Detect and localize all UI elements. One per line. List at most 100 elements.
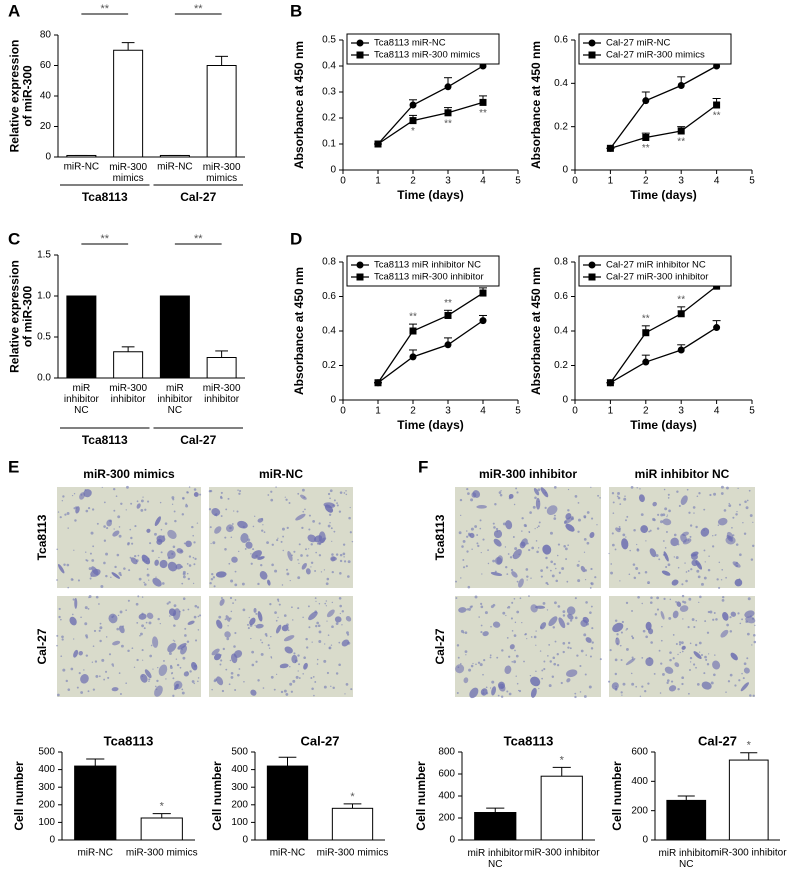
speck [238,550,240,553]
speck [289,665,291,668]
speck [466,608,469,611]
speck [567,488,570,491]
y-axis-label: Cell number [610,761,624,831]
cell [308,611,318,621]
speck [618,525,621,528]
column-label: miR inhibitor NC [635,467,730,481]
speck [289,682,293,686]
speck [304,508,306,511]
speck [507,553,510,555]
cell [300,494,307,500]
cell [138,613,147,620]
text-line: mimics [206,173,237,184]
speck [260,652,264,656]
cell [193,492,199,497]
speck [192,534,194,537]
cell [611,682,619,690]
speck [562,641,566,645]
speck [672,657,675,660]
speck [745,506,749,510]
cell [136,503,141,509]
speck [84,606,88,610]
cell [546,505,558,515]
speck [103,539,107,542]
y-tick-label: 40 [40,91,52,102]
speck [647,582,649,585]
speck [640,513,644,516]
speck [521,622,523,624]
y-tick-label: 0 [330,165,336,176]
speck [655,554,659,557]
speck [251,650,255,654]
speck [689,524,693,527]
speck [248,616,250,619]
speck [511,601,514,604]
speck [713,673,716,677]
speck [619,503,622,505]
speck [252,525,255,528]
speck [140,632,143,636]
speck [720,579,723,581]
speck [305,637,308,641]
legend-marker [588,261,596,269]
speck [308,626,311,629]
significance-label: ** [677,294,685,305]
speck [244,548,247,550]
speck [460,514,462,517]
speck [254,515,256,517]
speck [103,561,106,565]
speck [632,563,636,566]
speck [323,659,327,663]
speck [345,493,348,496]
speck [310,561,314,564]
speck [567,509,570,512]
cell [455,664,465,674]
y-tick-label: 20 [40,121,52,132]
cell [90,569,101,577]
speck [233,510,235,512]
x-axis-label: Time (days) [397,188,463,202]
speck [519,597,522,600]
speck [349,531,352,534]
speck [754,624,756,627]
speck [648,530,651,533]
speck [316,621,319,625]
speck [508,655,511,658]
micrograph-background [455,596,601,697]
speck [342,543,346,546]
speck [687,626,690,629]
speck [60,655,63,658]
speck [184,634,187,637]
speck [480,631,483,634]
cell [679,605,689,612]
speck [336,504,339,507]
speck [591,641,594,644]
speck [67,527,69,529]
speck [144,583,147,586]
legend-marker [588,51,596,59]
speck [67,586,70,589]
legend-box [578,33,732,65]
speck [286,568,289,571]
speck [553,517,557,520]
significance-label: ** [713,111,721,122]
speck [726,486,729,490]
speck [548,684,552,688]
speck [738,679,741,682]
cell [530,687,537,698]
speck [345,490,347,492]
speck [345,683,349,686]
speck [489,654,492,657]
speck [576,654,579,657]
speck [682,600,685,603]
speck [333,499,336,502]
speck [260,639,262,641]
cell [580,565,586,573]
series-line [377,101,484,145]
speck [644,690,647,693]
cell [74,597,78,609]
speck [653,518,656,522]
speck [656,596,660,600]
speck [752,521,754,524]
y-tick-label: 0 [562,395,568,406]
